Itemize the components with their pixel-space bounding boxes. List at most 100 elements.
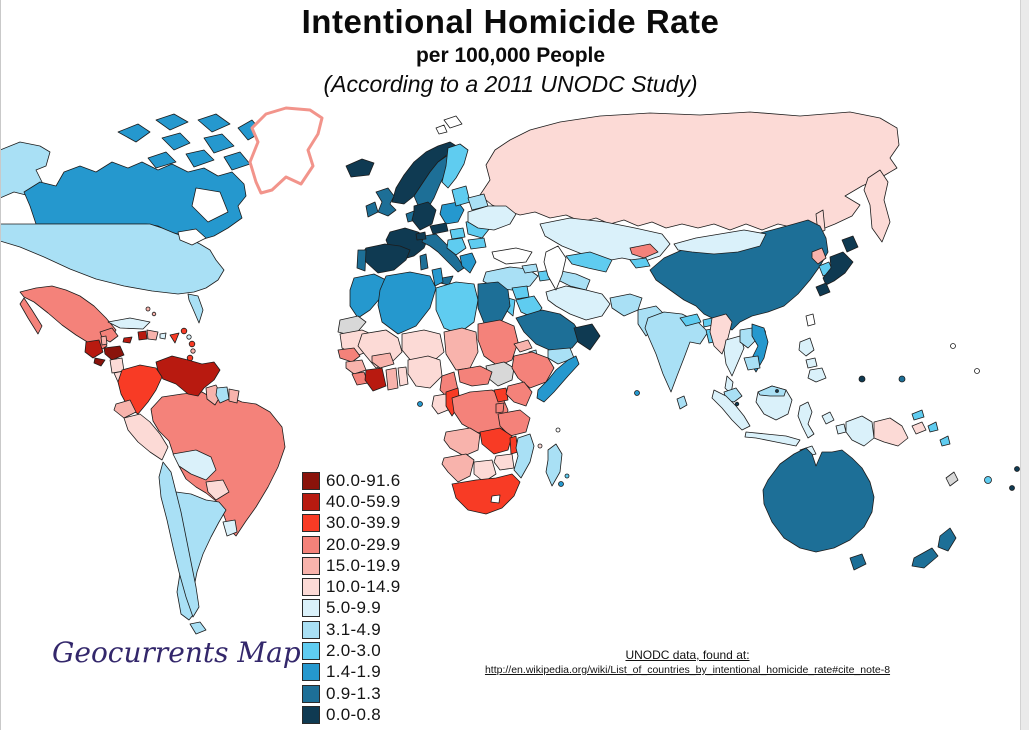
- region-trinidad: [169, 332, 180, 344]
- region-antilles: [180, 327, 188, 335]
- legend-row: 5.0-9.9: [302, 598, 401, 619]
- region-antilles: [190, 348, 196, 354]
- region-bahamas: [145, 306, 151, 312]
- region-georgia: [521, 263, 539, 274]
- region-arctic-island: [197, 113, 231, 133]
- region-sumatra: [711, 389, 751, 431]
- region-nepal: [679, 313, 702, 327]
- legend-label: 30.0-39.9: [326, 513, 401, 533]
- region-austria-czech: [429, 222, 449, 235]
- region-antilles: [186, 334, 192, 340]
- region-burkina-faso: [371, 352, 395, 369]
- region-bahamas: [151, 311, 157, 317]
- black-sea: [491, 247, 533, 265]
- region-venezuela: [155, 355, 221, 397]
- region-portugal: [356, 249, 367, 272]
- scrollbar-track[interactable]: [1020, 0, 1029, 730]
- region-egypt: [477, 281, 511, 329]
- region-nz-north: [937, 527, 957, 552]
- region-sudan: [477, 319, 519, 367]
- legend-row: 1.4-1.9: [302, 662, 401, 683]
- region-palau: [858, 375, 866, 383]
- region-nz-south: [911, 547, 939, 569]
- region-iceland: [345, 158, 375, 178]
- region-afghanistan: [609, 293, 643, 317]
- region-tunisia: [431, 267, 444, 287]
- region-arctic-island: [147, 151, 177, 169]
- region-tierra-del-fuego: [189, 621, 207, 635]
- legend-label: 60.0-91.6: [326, 470, 401, 490]
- region-somalia: [536, 355, 580, 403]
- region-russia: [479, 111, 900, 231]
- region-baja: [19, 297, 43, 335]
- region-usa: [0, 223, 225, 295]
- region-singapore: [734, 401, 740, 407]
- legend-swatch: [302, 492, 320, 511]
- region-maldives: [634, 390, 640, 396]
- legend-label: 5.0-9.9: [326, 598, 382, 618]
- region-sulawesi: [797, 401, 815, 439]
- page-title: Intentional Homicide Rate: [301, 3, 720, 40]
- region-kenya: [505, 381, 533, 407]
- region-niger: [401, 329, 445, 365]
- region-madagascar: [545, 443, 563, 487]
- region-spain: [361, 243, 411, 274]
- region-arctic-island: [161, 132, 191, 151]
- legend-row: 3.1-4.9: [302, 619, 401, 640]
- region-jamaica: [122, 336, 133, 344]
- region-florida: [187, 293, 204, 324]
- legend-swatch: [302, 642, 320, 661]
- region-switzerland: [415, 231, 427, 241]
- region-arctic-island: [185, 149, 215, 168]
- region-australia: [762, 447, 875, 553]
- region-paraguay: [205, 479, 230, 501]
- legend-row: 0.0-0.8: [302, 704, 401, 725]
- region-suriname: [215, 386, 230, 404]
- region-oman: [573, 323, 601, 351]
- region-finland: [441, 143, 469, 189]
- region-moluccas: [821, 411, 835, 425]
- legend-label: 10.0-14.9: [326, 577, 401, 597]
- legend-label: 40.0-59.9: [326, 491, 401, 511]
- legend-label: 1.4-1.9: [326, 662, 382, 682]
- region-haiti: [137, 330, 148, 341]
- region-brunei: [775, 389, 779, 393]
- region-arctic-island: [155, 113, 189, 131]
- region-guinea: [345, 359, 367, 375]
- region-algeria: [377, 271, 437, 335]
- citation-text: UNODC data, found at:: [625, 648, 750, 662]
- region-mongolia: [673, 229, 767, 255]
- region-micronesia: [898, 375, 906, 383]
- legend-row: 10.0-14.9: [302, 576, 401, 597]
- region-lesotho: [490, 494, 501, 504]
- region-north-korea: [811, 247, 827, 265]
- legend-swatch: [302, 663, 320, 682]
- citation-block: UNODC data, found at: http://en.wikipedi…: [455, 648, 920, 678]
- region-antilles: [188, 340, 196, 348]
- region-peru: [123, 413, 169, 461]
- map-legend: 60.0-91.6 40.0-59.9 30.0-39.9 20.0-29.9 …: [302, 470, 401, 726]
- region-vanuatu: [927, 421, 939, 433]
- citation-url-link[interactable]: http://en.wikipedia.org/wiki/List_of_cou…: [484, 664, 891, 676]
- region-moluccas: [835, 423, 847, 435]
- region-tanzania: [497, 409, 531, 437]
- region-senegal: [337, 347, 361, 363]
- region-cuba: [107, 317, 151, 330]
- region-arctic-island: [223, 151, 251, 171]
- region-zambia: [479, 427, 513, 455]
- region-honduras: [103, 345, 125, 361]
- legend-row: 2.0-3.0: [302, 640, 401, 661]
- region-morocco: [349, 273, 387, 319]
- region-india: [644, 311, 709, 393]
- legend-label: 20.0-29.9: [326, 534, 401, 554]
- region-svalbard: [443, 115, 463, 129]
- legend-swatch: [302, 514, 320, 533]
- region-arctic-island: [203, 133, 235, 154]
- region-solomon-islands: [911, 409, 925, 421]
- region-greece: [459, 252, 477, 274]
- region-germany: [411, 201, 437, 231]
- region-nigeria: [407, 355, 443, 389]
- region-visayas: [805, 357, 818, 369]
